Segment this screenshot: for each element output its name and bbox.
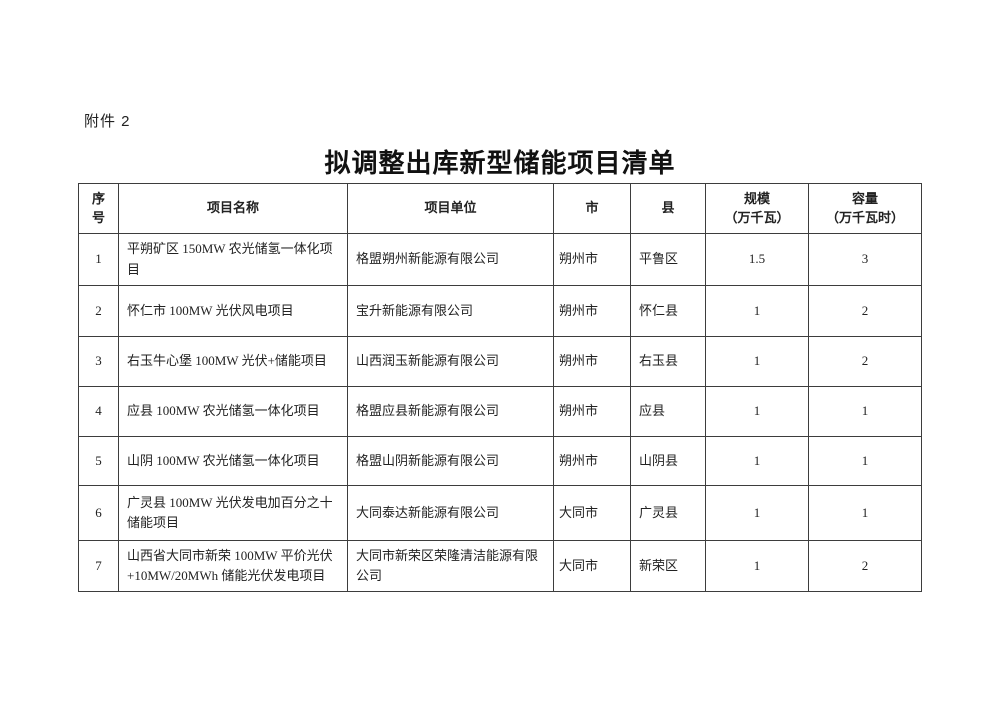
column-header-project-unit: 项目单位 xyxy=(347,183,554,234)
column-header-serial: 序 号 xyxy=(78,183,119,234)
attachment-label: 附件 2 xyxy=(84,113,131,130)
column-header-scale: 规模 （万千瓦） xyxy=(705,183,809,234)
cell-scale: 1 xyxy=(705,540,809,592)
cell-project-unit: 大同市新荣区荣隆清洁能源有限公司 xyxy=(347,540,554,592)
cell-project-unit: 山西润玉新能源有限公司 xyxy=(347,336,554,387)
cell-serial: 6 xyxy=(78,485,119,541)
column-header-capacity: 容量 （万千瓦时） xyxy=(808,183,922,234)
table-row: 4 应县 100MW 农光储氢一体化项目 格盟应县新能源有限公司 朔州市 应县 … xyxy=(78,386,922,437)
cell-scale: 1.5 xyxy=(705,233,809,286)
cell-project-name: 平朔矿区 150MW 农光储氢一体化项目 xyxy=(118,233,348,286)
cell-project-unit: 格盟朔州新能源有限公司 xyxy=(347,233,554,286)
cell-project-unit: 格盟应县新能源有限公司 xyxy=(347,386,554,437)
cell-county: 怀仁县 xyxy=(630,285,706,337)
cell-capacity: 1 xyxy=(808,436,922,486)
cell-capacity: 2 xyxy=(808,336,922,387)
table-row: 6 广灵县 100MW 光伏发电加百分之十储能项目 大同泰达新能源有限公司 大同… xyxy=(78,485,922,541)
cell-capacity: 1 xyxy=(808,485,922,541)
cell-city: 大同市 xyxy=(553,540,631,592)
table-row: 1 平朔矿区 150MW 农光储氢一体化项目 格盟朔州新能源有限公司 朔州市 平… xyxy=(78,233,922,286)
cell-county: 右玉县 xyxy=(630,336,706,387)
cell-serial: 4 xyxy=(78,386,119,437)
column-header-city: 市 xyxy=(553,183,631,234)
column-header-county: 县 xyxy=(630,183,706,234)
cell-county: 应县 xyxy=(630,386,706,437)
cell-city: 朔州市 xyxy=(553,233,631,286)
cell-county: 平鲁区 xyxy=(630,233,706,286)
cell-project-unit: 格盟山阴新能源有限公司 xyxy=(347,436,554,486)
cell-county: 山阴县 xyxy=(630,436,706,486)
cell-project-name: 山阴 100MW 农光储氢一体化项目 xyxy=(118,436,348,486)
cell-city: 朔州市 xyxy=(553,386,631,437)
page-title: 拟调整出库新型储能项目清单 xyxy=(324,149,676,178)
cell-scale: 1 xyxy=(705,485,809,541)
cell-city: 朔州市 xyxy=(553,285,631,337)
cell-scale: 1 xyxy=(705,436,809,486)
cell-capacity: 2 xyxy=(808,540,922,592)
cell-project-name: 怀仁市 100MW 光伏风电项目 xyxy=(118,285,348,337)
table-row: 5 山阴 100MW 农光储氢一体化项目 格盟山阴新能源有限公司 朔州市 山阴县… xyxy=(78,436,922,486)
cell-county: 广灵县 xyxy=(630,485,706,541)
cell-capacity: 1 xyxy=(808,386,922,437)
cell-serial: 3 xyxy=(78,336,119,387)
cell-project-name: 山西省大同市新荣 100MW 平价光伏+10MW/20MWh 储能光伏发电项目 xyxy=(118,540,348,592)
header-row: 序 号 项目名称 项目单位 市 县 规模 （万千瓦） 容量 （万千瓦时） xyxy=(78,183,922,234)
column-header-project-name: 项目名称 xyxy=(118,183,348,234)
cell-project-name: 广灵县 100MW 光伏发电加百分之十储能项目 xyxy=(118,485,348,541)
cell-scale: 1 xyxy=(705,386,809,437)
cell-city: 朔州市 xyxy=(553,336,631,387)
table-row: 2 怀仁市 100MW 光伏风电项目 宝升新能源有限公司 朔州市 怀仁县 1 2 xyxy=(78,285,922,337)
cell-serial: 2 xyxy=(78,285,119,337)
projects-table: 序 号 项目名称 项目单位 市 县 规模 （万千瓦） 容量 （万千瓦时） 1 平… xyxy=(78,183,922,592)
cell-project-name: 应县 100MW 农光储氢一体化项目 xyxy=(118,386,348,437)
cell-project-name: 右玉牛心堡 100MW 光伏+储能项目 xyxy=(118,336,348,387)
cell-county: 新荣区 xyxy=(630,540,706,592)
cell-scale: 1 xyxy=(705,285,809,337)
cell-city: 朔州市 xyxy=(553,436,631,486)
cell-project-unit: 宝升新能源有限公司 xyxy=(347,285,554,337)
cell-scale: 1 xyxy=(705,336,809,387)
cell-serial: 1 xyxy=(78,233,119,286)
table-row: 3 右玉牛心堡 100MW 光伏+储能项目 山西润玉新能源有限公司 朔州市 右玉… xyxy=(78,336,922,387)
cell-capacity: 3 xyxy=(808,233,922,286)
cell-capacity: 2 xyxy=(808,285,922,337)
cell-project-unit: 大同泰达新能源有限公司 xyxy=(347,485,554,541)
cell-serial: 5 xyxy=(78,436,119,486)
cell-city: 大同市 xyxy=(553,485,631,541)
cell-serial: 7 xyxy=(78,540,119,592)
table-row: 7 山西省大同市新荣 100MW 平价光伏+10MW/20MWh 储能光伏发电项… xyxy=(78,540,922,592)
